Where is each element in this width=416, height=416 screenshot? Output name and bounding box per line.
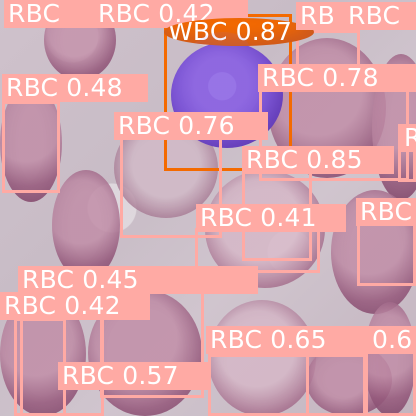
red-blood-cell xyxy=(208,300,316,416)
detection-label: RBC xyxy=(400,124,416,152)
detection-label: RBC 0.76 xyxy=(114,112,268,140)
detection-label: RBC 0.42 xyxy=(94,0,248,28)
detection-label: RBC 0.85 xyxy=(242,146,394,174)
detection-label: RBC 0.78 xyxy=(258,64,416,92)
detection-label: RBC 0.65 xyxy=(206,326,370,354)
detection-label: RBC 0.57 xyxy=(58,362,210,390)
detection-label: RBC xyxy=(344,2,416,30)
red-blood-cell xyxy=(52,170,120,280)
detection-label: RBC 0.41 xyxy=(196,204,346,232)
detection-label: RB xyxy=(296,2,346,30)
detection-label: WBC 0.87 xyxy=(164,18,314,46)
red-blood-cell xyxy=(364,302,416,416)
detection-label: 0.6 xyxy=(368,326,416,354)
detection-label: RBC 0.42 xyxy=(0,292,150,320)
detection-label: RBC 0.45 xyxy=(18,266,258,294)
detection-label: RBC xyxy=(356,198,416,226)
detection-label: RBC xyxy=(4,0,96,28)
detection-label: RBC 0.48 xyxy=(2,74,148,102)
